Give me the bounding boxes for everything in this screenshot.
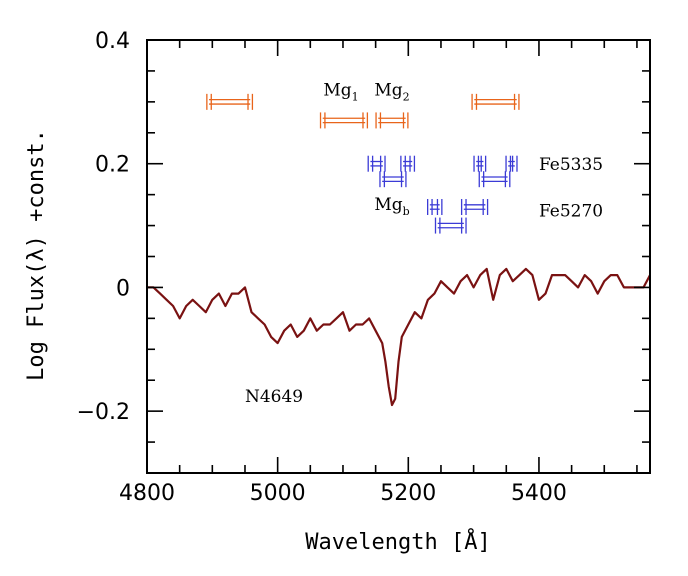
annotation-mg1: Mg1 bbox=[323, 81, 358, 104]
spectrum-line bbox=[147, 267, 651, 407]
tick-labels: 4800 5000 5200 5400 0.4 0.2 0 −0.2 bbox=[77, 29, 567, 506]
x-tick-label: 5400 bbox=[511, 481, 567, 506]
mg-bandpass bbox=[471, 93, 520, 110]
annotation-subscript: 1 bbox=[352, 91, 359, 104]
annotation-text: Mg bbox=[374, 81, 402, 101]
fe-bandpass bbox=[478, 171, 511, 188]
annotation-fe5270: Fe5270 bbox=[539, 201, 603, 221]
annotation-text: N4649 bbox=[245, 387, 303, 407]
mg-bandpass bbox=[206, 93, 254, 110]
axis-ticks bbox=[146, 39, 650, 474]
annotation-text: Fe5270 bbox=[539, 201, 603, 221]
annotation-n4649: N4649 bbox=[245, 387, 303, 407]
y-tick-label: 0.2 bbox=[95, 153, 130, 178]
mg-bandpass bbox=[319, 112, 369, 129]
x-axis-title: Wavelength [Å] bbox=[305, 528, 490, 555]
mg-bandpass bbox=[375, 112, 409, 129]
annotation-text: Mg bbox=[323, 81, 351, 101]
fe-bandpass bbox=[367, 155, 386, 172]
fe-bandpass bbox=[473, 155, 487, 172]
annotation-mgb: Mgb bbox=[374, 195, 409, 218]
x-tick-label: 5000 bbox=[250, 481, 306, 506]
axes-frame bbox=[146, 39, 651, 474]
plot-frame bbox=[146, 39, 651, 474]
x-tick-label: 4800 bbox=[119, 481, 175, 506]
y-tick-label: 0.4 bbox=[95, 29, 130, 54]
x-tick-label: 5200 bbox=[380, 481, 436, 506]
y-axis-title: Log Flux(λ) +const. bbox=[24, 129, 49, 381]
y-tick-label: 0 bbox=[116, 276, 130, 301]
fe-bandpass bbox=[400, 155, 416, 172]
fe-bandpass bbox=[434, 217, 467, 234]
annotation-subscript: 2 bbox=[403, 91, 410, 104]
annotation-mg2: Mg2 bbox=[374, 81, 409, 104]
annotation-subscript: b bbox=[403, 205, 410, 218]
fe-bandpass bbox=[505, 155, 518, 172]
annotation-fe5335: Fe5335 bbox=[539, 155, 603, 175]
data-layer bbox=[147, 93, 651, 407]
annotation-text: Fe5335 bbox=[539, 155, 603, 175]
annotation-text: Mg bbox=[374, 195, 402, 215]
fe-bandpass bbox=[460, 199, 489, 216]
fe-bandpass bbox=[379, 171, 407, 188]
fe-bandpass bbox=[427, 199, 443, 216]
y-tick-label: −0.2 bbox=[77, 400, 130, 425]
